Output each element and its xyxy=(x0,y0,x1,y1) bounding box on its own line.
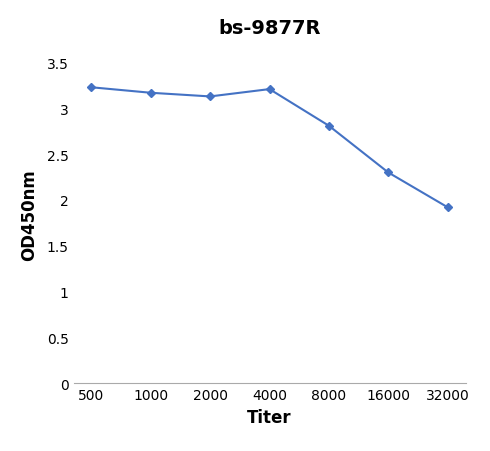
X-axis label: Titer: Titer xyxy=(247,408,292,426)
Title: bs-9877R: bs-9877R xyxy=(218,19,321,38)
Y-axis label: OD450nm: OD450nm xyxy=(20,169,38,260)
